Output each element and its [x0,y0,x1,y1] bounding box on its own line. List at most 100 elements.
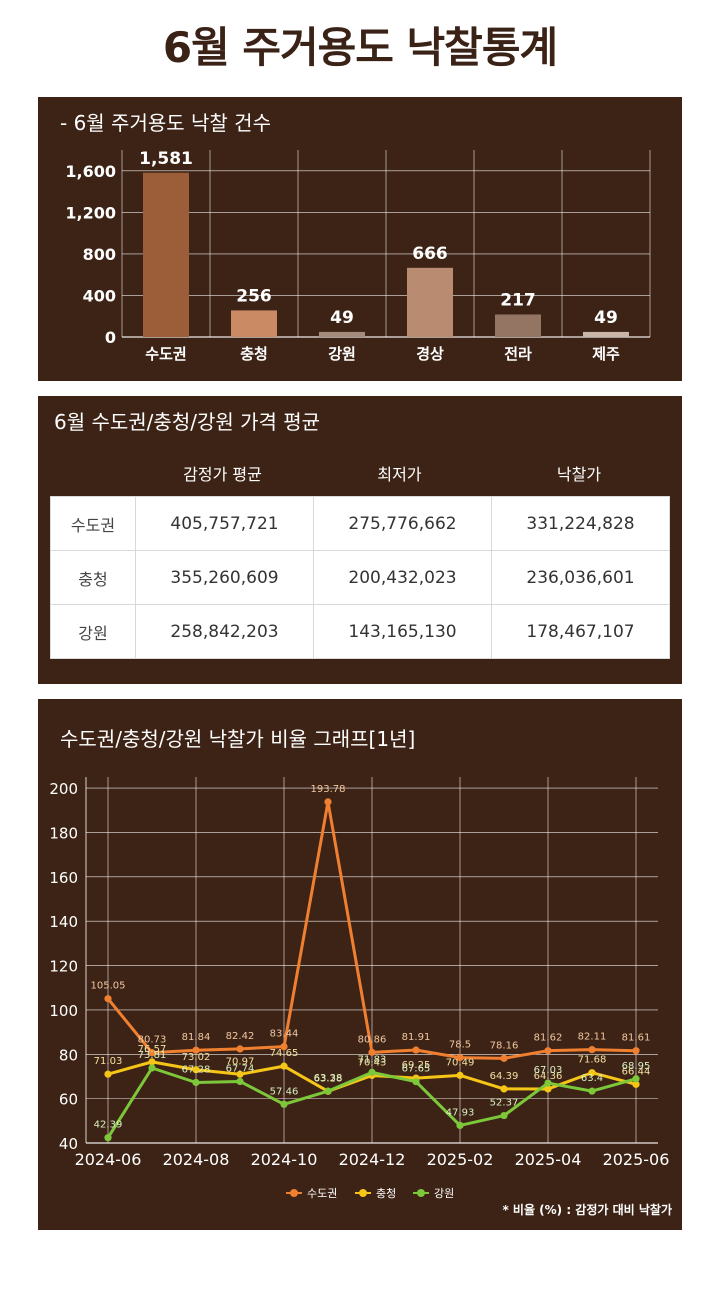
data-point [500,1085,508,1093]
y-tick-label: 80 [59,1046,78,1064]
data-point [632,1080,640,1088]
x-category-label: 강원 [328,345,356,363]
x-tick-label: 2024-06 [75,1150,142,1169]
data-point [544,1047,552,1055]
legend-label: 충청 [376,1187,396,1200]
column-header-minimum: 최저가 [377,465,422,484]
y-tick-label: 0 [105,328,116,347]
data-point [500,1054,508,1062]
data-point-label: 78.16 [490,1040,519,1051]
minimum-value: 275,776,662 [313,496,492,551]
minimum-value: 200,432,023 [313,550,492,605]
data-point [104,1070,112,1078]
y-tick-label: 60 [59,1091,78,1109]
bar-value-label: 49 [594,308,618,328]
data-point-label: 83.44 [270,1029,299,1040]
data-point-label: 71.03 [94,1056,123,1067]
winning-bid-value: 331,224,828 [491,496,670,551]
data-point-label: 70.97 [226,1056,255,1067]
price-average-panel: 6월 수도권/충청/강원 가격 평균 감정가 평균 최저가 낙찰가 수도권 40… [38,396,682,684]
x-category-label: 전라 [504,345,532,363]
data-point-label: 67.03 [534,1065,563,1076]
data-point-label: 63.38 [314,1073,343,1084]
appraisal-value: 405,757,721 [135,496,314,551]
price-table-wrapper: 감정가 평균 최저가 낙찰가 수도권 405,757,721 275,776,6… [50,448,670,676]
data-point [588,1045,596,1054]
data-point-label: 74.65 [270,1048,299,1059]
data-point [368,1068,376,1076]
data-point-label: 67.28 [182,1064,211,1075]
data-point [456,1071,464,1079]
x-tick-label: 2025-06 [603,1150,670,1169]
data-point-label: 63.28 [314,1073,343,1084]
x-category-label: 충청 [240,345,268,363]
data-point [104,995,112,1003]
x-category-label: 수도권 [145,345,186,363]
minimum-value: 143,165,130 [313,604,492,659]
data-point-label: 66.44 [622,1066,651,1077]
data-point-label: 68.95 [622,1061,651,1072]
auction-count-bar-chart: 0 400 800 1,200 1,600 1,581 수도권 256 충청 49 강원 666 경상 2… [65,149,651,363]
y-tick-label: 800 [83,245,116,264]
y-tick-label: 200 [49,780,78,798]
data-point-label: 82.11 [578,1032,607,1043]
data-point [368,1048,376,1056]
row-label: 충청 [50,550,136,605]
legend-swatch-marker [417,1189,425,1197]
data-point [280,1100,288,1108]
data-point [280,1043,288,1051]
bar [319,331,365,337]
data-point [236,1070,244,1078]
data-point [280,1062,288,1070]
y-tick-label: 180 [49,824,78,842]
price-average-title: 6월 수도권/충청/강원 가격 평균 [54,410,321,434]
x-tick-label: 2024-10 [251,1150,318,1169]
data-point-label: 76.57 [138,1044,167,1055]
bid-ratio-line-chart: 40 60 80 100 120 140 160 180 200 2024-06 2024-08 20… [49,777,670,1200]
y-tick-label: 120 [49,958,78,976]
ratio-footnote: * 비율 (%) : 감정가 대비 낙찰가 [502,1203,672,1217]
data-point [104,1134,112,1142]
data-point-label: 81.61 [622,1033,651,1044]
bar [495,314,541,337]
data-point-label: 105.05 [91,981,126,992]
data-point [588,1069,596,1077]
data-point-label: 82.42 [226,1031,255,1042]
bar [583,331,629,337]
row-label: 수도권 [50,496,136,551]
bar [231,310,277,337]
table-row: 수도권 405,757,721 275,776,662 331,224,828 [50,496,670,551]
data-point-label: 80.73 [138,1035,167,1046]
data-point-label: 42.39 [94,1120,123,1131]
data-point [236,1045,244,1053]
data-point-label: 64.36 [534,1071,563,1082]
data-point-label: 81.62 [534,1033,563,1044]
y-tick-label: 140 [49,913,78,931]
x-category-label: 제주 [592,345,620,363]
data-point [588,1087,596,1095]
page-title: 6월 주거용도 낙찰통계 [162,23,558,72]
data-point-label: 80.86 [358,1034,387,1045]
x-category-label: 경상 [416,345,444,363]
data-point-label: 193.78 [311,784,346,795]
data-point [192,1078,200,1087]
data-point [544,1079,552,1087]
y-tick-label: 400 [83,286,116,305]
bar-value-label: 1,581 [139,149,193,169]
appraisal-value: 258,842,203 [135,604,314,659]
row-label: 강원 [50,604,136,659]
legend-swatch-marker [290,1189,298,1197]
data-point [236,1077,244,1086]
appraisal-value: 355,260,609 [135,550,314,605]
data-point [324,1087,332,1095]
data-point-label: 63.4 [581,1073,603,1084]
data-point [456,1121,464,1130]
x-tick-label: 2024-12 [339,1150,406,1169]
auction-count-panel: - 6월 주거용도 낙찰 건수 0 400 800 1,200 1,600 1,581 수도… [38,97,682,381]
data-point-label: 67.74 [226,1063,255,1074]
data-point-label: 47.93 [446,1107,475,1118]
data-point [632,1075,640,1083]
bar [143,172,189,337]
data-point-label: 81.91 [402,1032,431,1043]
bid-ratio-panel: 수도권/충청/강원 낙찰가 비율 그래프[1년] 40 60 80 100 120 140… [38,699,682,1230]
